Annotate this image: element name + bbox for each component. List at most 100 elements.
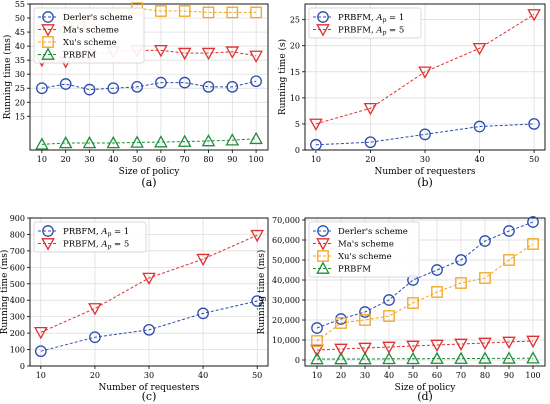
legend-label-sub: p [108, 231, 112, 238]
series-line [316, 243, 534, 342]
data-point [454, 351, 468, 364]
data-point [478, 337, 492, 351]
data-point [502, 336, 516, 350]
data-point [250, 6, 262, 19]
legend-label-var: A [375, 13, 382, 23]
x-tick-label: 10 [36, 371, 46, 380]
data-point [526, 351, 540, 364]
series-line [315, 14, 535, 125]
x-tick-label: 70 [180, 155, 190, 164]
data-point [359, 306, 371, 318]
y-tick-label: 50,000 [272, 256, 300, 265]
series-line [316, 221, 534, 329]
y-tick-label: 15 [15, 112, 25, 121]
data-point [196, 253, 210, 267]
y-tick-label: 35 [15, 56, 25, 65]
legend-label: Xu's scheme [338, 252, 392, 262]
y-tick-label: 50 [15, 14, 25, 23]
x-axis-label: Number of requesters [374, 167, 475, 177]
legend-label-main: PRBFM, [63, 240, 101, 250]
x-tick-label: 30 [144, 371, 154, 380]
data-point [334, 351, 348, 365]
y-axis-label: Running time (s) [277, 39, 288, 115]
legend-marker [41, 238, 55, 251]
data-point [310, 344, 324, 358]
legend-box [308, 7, 422, 39]
y-axis-label: Running time (ms) [256, 250, 267, 335]
legend-label: PRBFM, Ap = 1 [63, 227, 129, 238]
data-point [58, 135, 73, 149]
x-tick-label: 80 [203, 155, 213, 164]
legend-marker [316, 24, 330, 37]
data-point [83, 83, 96, 96]
y-tick-label: 0 [295, 146, 300, 155]
data-point [309, 118, 323, 131]
data-point [250, 75, 262, 88]
plot-frame [304, 217, 546, 367]
data-point [382, 351, 396, 365]
data-point [106, 135, 121, 149]
x-tick-label: 30 [84, 155, 94, 164]
data-point [178, 5, 191, 17]
y-tick-label: 800 [10, 230, 25, 239]
series-line [41, 138, 257, 145]
legend-label-rest: = 1 [111, 227, 129, 237]
data-point [82, 135, 97, 149]
x-tick-label: 80 [480, 371, 490, 380]
data-point [197, 307, 209, 320]
x-tick-label: 20 [365, 155, 375, 164]
series-1 [309, 9, 541, 131]
y-tick-label: 600 [10, 263, 25, 272]
data-point [455, 254, 467, 266]
data-point [225, 133, 240, 146]
data-point [202, 80, 215, 93]
x-tick-label: 20 [336, 371, 346, 380]
data-point [251, 295, 264, 307]
data-point [34, 345, 47, 358]
x-tick-label: 50 [529, 155, 539, 164]
y-tick-label: 700 [10, 247, 25, 256]
y-tick-label: 30,000 [272, 296, 300, 305]
data-point [310, 351, 324, 365]
legend-marker [317, 225, 329, 237]
y-tick-label: 45 [15, 28, 25, 37]
data-point [383, 310, 395, 322]
data-point [202, 6, 215, 19]
legend-label-main: PRBFM, [63, 227, 101, 237]
data-point [143, 323, 155, 336]
data-point [527, 238, 539, 250]
legend-label-sub: p [108, 244, 112, 251]
data-point [36, 82, 48, 95]
x-axis-label: Number of requesters [98, 383, 199, 393]
x-tick-label: 60 [432, 371, 442, 380]
series-line [317, 357, 534, 360]
series-line [41, 80, 257, 91]
x-tick-label: 90 [504, 371, 514, 380]
y-tick-label: 200 [10, 329, 25, 338]
data-point [526, 335, 540, 349]
series-line [315, 123, 535, 146]
data-point [226, 80, 239, 93]
x-tick-label: 40 [474, 155, 484, 164]
data-point [383, 294, 395, 306]
y-tick-label: 15 [290, 68, 300, 77]
legend-marker [317, 250, 329, 262]
x-axis-label: Size of policy [119, 167, 181, 177]
data-point [249, 50, 263, 64]
x-tick-label: 30 [360, 371, 370, 380]
data-point [503, 254, 515, 266]
y-axis-label: Running time (ms) [0, 250, 10, 335]
y-tick-label: 60,000 [272, 236, 300, 245]
panel-caption: (c) [142, 390, 157, 403]
data-point [479, 235, 491, 247]
data-point [431, 264, 443, 276]
series-0 [36, 75, 262, 96]
y-tick-label: 10 [290, 94, 300, 103]
y-tick-label: 20 [290, 42, 300, 51]
chart-b: 10 20 30 40 50 0 5 10 15 20 25 Number of requesters… [277, 3, 546, 189]
data-point [249, 131, 263, 145]
data-point [107, 82, 120, 95]
x-tick-label: 10 [37, 155, 47, 164]
x-tick-label: 40 [198, 371, 208, 380]
